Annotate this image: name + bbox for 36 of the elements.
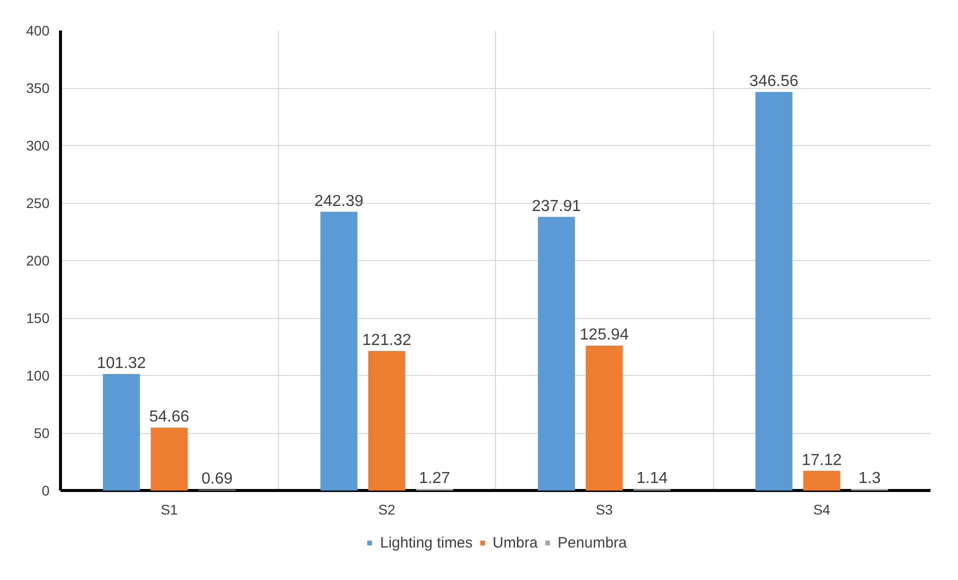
data-label: 125.94 [580, 326, 629, 344]
y-tick-label: 250 [26, 195, 50, 211]
y-tick-label: 200 [26, 252, 50, 268]
bar [586, 346, 623, 490]
y-tick-label: 300 [26, 138, 50, 154]
y-tick-label: 0 [42, 482, 50, 498]
legend-label: Umbra [492, 534, 538, 551]
data-label: 242.39 [314, 192, 364, 210]
data-label: 1.27 [419, 470, 450, 488]
bar [368, 350, 406, 490]
data-label: 346.56 [749, 72, 798, 90]
bar [150, 428, 188, 490]
data-label: 237.91 [532, 198, 581, 215]
data-label: 0.69 [202, 470, 233, 488]
bar [803, 470, 840, 490]
legend-label: Lighting times [380, 534, 473, 551]
y-tick-label: 150 [26, 310, 50, 326]
bar [320, 212, 358, 490]
y-tick-label: 50 [34, 425, 50, 441]
data-label: 101.32 [96, 354, 146, 372]
x-tick-label: S1 [160, 502, 178, 518]
x-tick-label: S3 [596, 502, 614, 518]
data-label: 54.66 [149, 408, 190, 426]
x-tick-label: S4 [813, 502, 831, 518]
data-label: 121.32 [362, 332, 412, 349]
y-tick-label: 100 [26, 368, 50, 384]
y-tick-label: 350 [26, 80, 50, 96]
bar [755, 92, 792, 490]
x-tick-label: S2 [378, 502, 396, 518]
legend-label: Penumbra [558, 534, 627, 551]
bar [102, 374, 140, 490]
y-tick-label: 400 [26, 22, 50, 38]
data-label: 1.3 [858, 470, 881, 488]
data-label: 17.12 [802, 452, 842, 469]
bar [538, 216, 575, 490]
data-label: 1.14 [636, 470, 668, 488]
